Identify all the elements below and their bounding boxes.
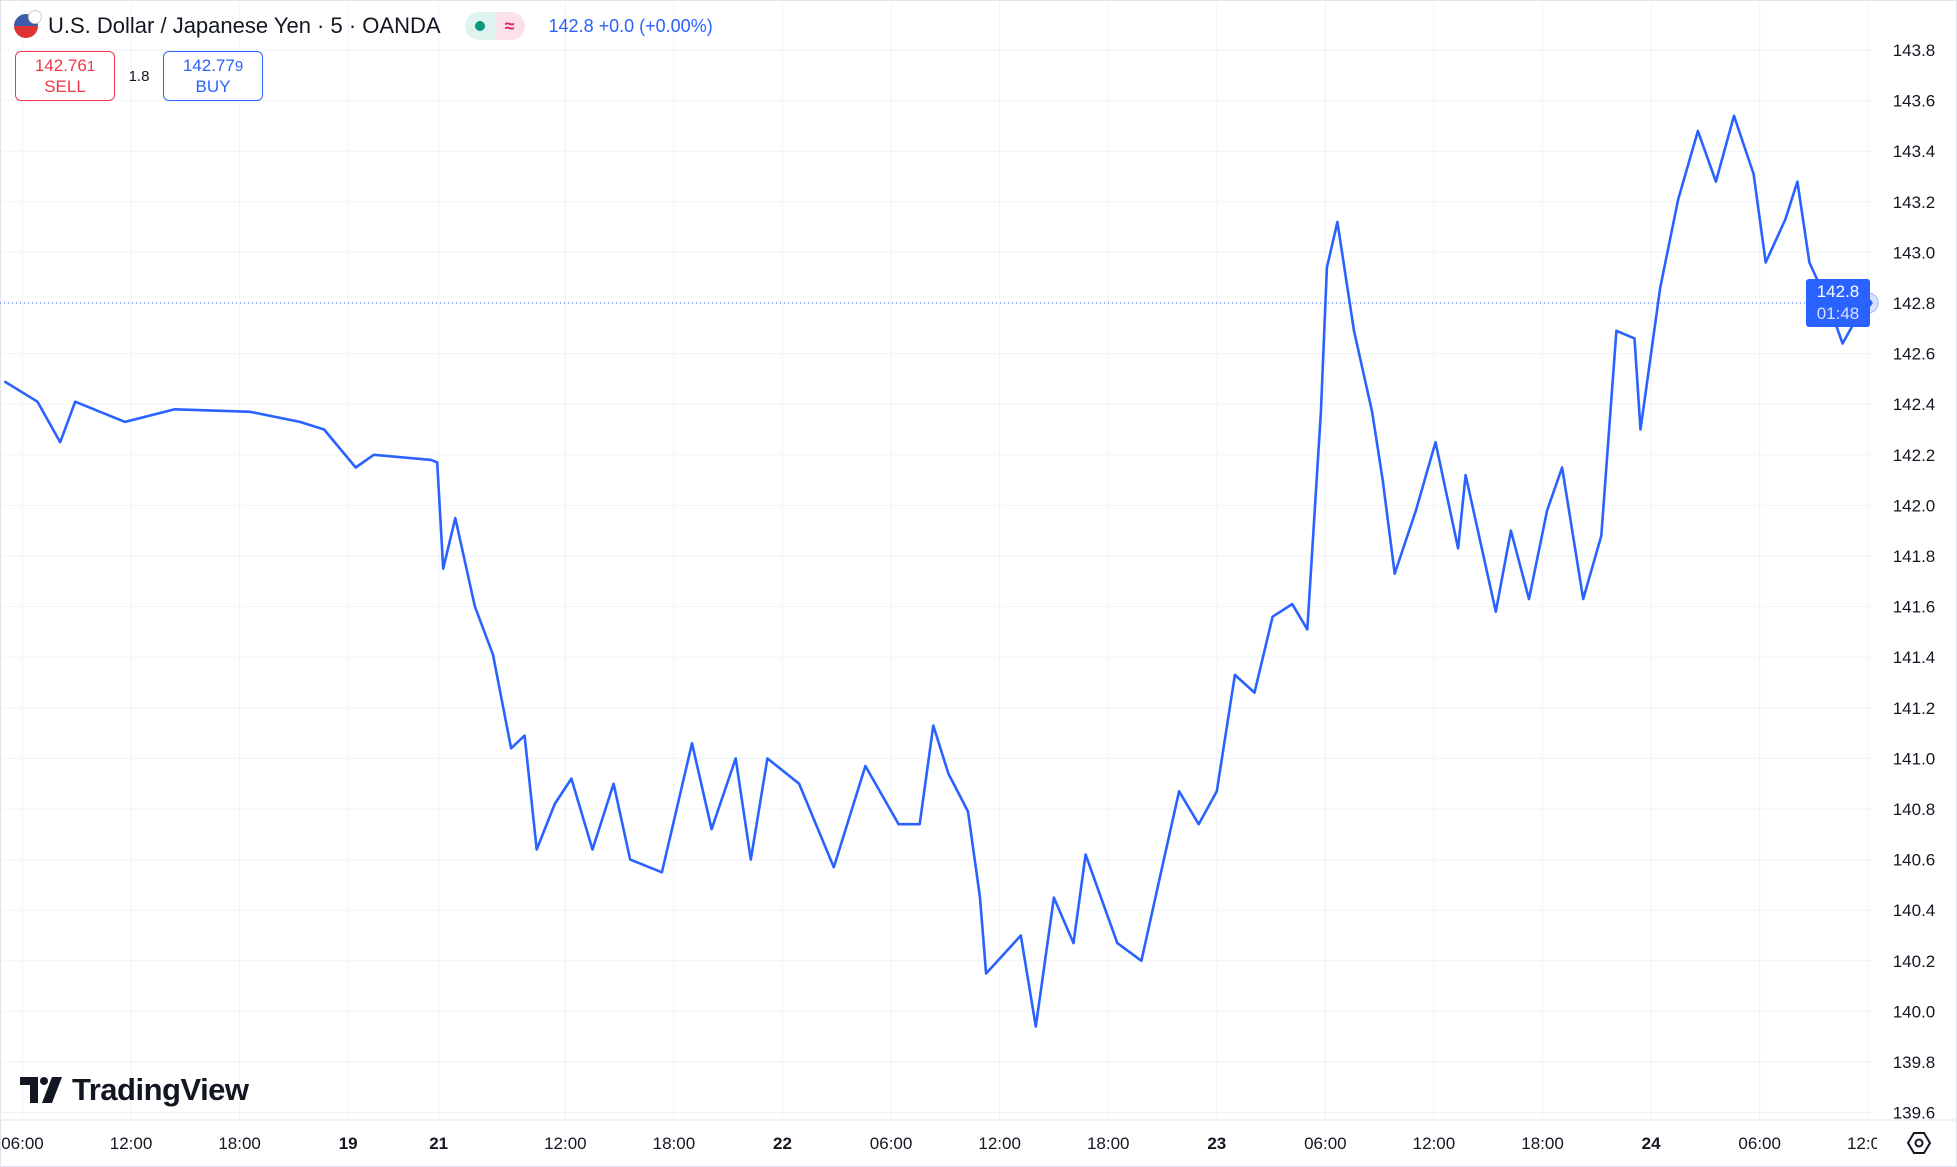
sell-button[interactable]: 142.761 SELL xyxy=(15,51,115,101)
y-tick-label: 142.6 xyxy=(1893,345,1936,364)
x-tick-group: 06:00 12:00 18:00 19 21 12:00 18:00 22 06:00 12:0… xyxy=(1,1134,1890,1153)
x-tick-label: 22 xyxy=(773,1134,792,1153)
buy-button[interactable]: 142.779 BUY xyxy=(163,51,263,101)
buy-label: BUY xyxy=(195,76,231,96)
tradingview-logo-text: TradingView xyxy=(72,1072,249,1107)
tradingview-logo-icon xyxy=(20,1077,62,1103)
x-tick-label: 24 xyxy=(1642,1134,1661,1153)
buy-price-main: 142.77 xyxy=(182,55,235,75)
quote-summary: 142.8 +0.0 (+0.00%) xyxy=(549,16,713,37)
y-tick-label: 142.4 xyxy=(1893,395,1936,414)
x-tick-label: 06:00 xyxy=(1304,1134,1347,1153)
y-tick-label: 140.4 xyxy=(1893,901,1936,920)
settings-gear-icon[interactable] xyxy=(1904,1128,1934,1158)
y-tick-label: 141.8 xyxy=(1893,547,1936,566)
x-tick-label: 19 xyxy=(339,1134,358,1153)
y-tick-label: 140.0 xyxy=(1893,1002,1936,1021)
y-tick-label: 141.4 xyxy=(1893,648,1936,667)
x-tick-label: 12:00 xyxy=(544,1134,587,1153)
x-tick-label: 18:00 xyxy=(1087,1134,1130,1153)
sell-price-main: 142.76 xyxy=(34,55,87,75)
sell-label: SELL xyxy=(44,76,86,96)
x-tick-label: 12:00 xyxy=(978,1134,1021,1153)
x-tick-label: 12:00 xyxy=(1847,1134,1890,1153)
last-price: 142.8 xyxy=(548,15,594,36)
y-tick-label: 143.2 xyxy=(1893,193,1936,212)
delayed-data-icon[interactable]: ≈ xyxy=(494,12,525,40)
market-open-dot-icon[interactable] xyxy=(464,12,495,40)
y-tick-label: 141.0 xyxy=(1893,749,1936,768)
y-tick-label: 139.6 xyxy=(1893,1104,1936,1123)
y-tick-label: 141.2 xyxy=(1893,699,1936,718)
y-tick-label: 139.8 xyxy=(1893,1053,1936,1072)
x-tick-label: 23 xyxy=(1207,1134,1226,1153)
price-series-line xyxy=(3,114,1864,1028)
x-tick-label: 06:00 xyxy=(1738,1134,1781,1153)
y-tick-label: 141.6 xyxy=(1893,598,1936,617)
symbol-header: U.S. Dollar / Japanese Yen · 5 · OANDA ≈… xyxy=(14,10,713,40)
y-tick-label: 143.6 xyxy=(1893,92,1936,111)
tradingview-logo[interactable]: TradingView xyxy=(20,1072,249,1108)
time-axis[interactable]: 06:00 12:00 18:00 19 21 12:00 18:00 22 06:00 12:0… xyxy=(1,1134,1889,1153)
x-tick-label: 18:00 xyxy=(1521,1134,1564,1153)
x-tick-label: 18:00 xyxy=(653,1134,696,1153)
price-axis[interactable]: 139.6 139.8 140.0 140.2 140.4 140.6 140.8 141.0… xyxy=(1893,41,1936,1123)
spread: 1.8 xyxy=(128,67,150,85)
buy-price: 142.779 xyxy=(183,56,243,77)
price-change-percent: (+0.00%) xyxy=(639,15,713,36)
last-price-value: 142.8 xyxy=(1816,282,1860,301)
bar-countdown: 01:48 xyxy=(1816,304,1860,323)
x-tick-label: 18:00 xyxy=(218,1134,261,1153)
sell-price: 142.761 xyxy=(35,56,95,77)
x-tick-label: 21 xyxy=(429,1134,448,1153)
usd-jpy-flag-icon xyxy=(14,10,42,38)
x-tick-label: 06:00 xyxy=(870,1134,913,1153)
x-tick-label: 12:00 xyxy=(1413,1134,1456,1153)
x-tick-label: 12:00 xyxy=(110,1134,153,1153)
last-price-label: 142.8 01:48 xyxy=(1806,279,1870,327)
price-change: +0.0 xyxy=(598,15,635,36)
x-tick-label: 06:00 xyxy=(1,1134,44,1153)
symbol-title[interactable]: U.S. Dollar / Japanese Yen · 5 · OANDA xyxy=(48,13,441,38)
buy-price-pip: 9 xyxy=(234,57,244,75)
grid xyxy=(0,0,1957,1121)
y-tick-label: 143.8 xyxy=(1893,41,1936,60)
sell-price-pip: 1 xyxy=(86,57,96,75)
y-tick-label: 143.0 xyxy=(1893,243,1936,262)
y-tick-label: 140.6 xyxy=(1893,851,1936,870)
y-tick-label: 140.8 xyxy=(1893,800,1936,819)
market-status[interactable]: ≈ xyxy=(464,12,525,40)
y-tick-label: 140.2 xyxy=(1893,952,1936,971)
y-tick-label: 142.2 xyxy=(1893,446,1936,465)
trade-panel: 142.761 SELL 1.8 142.779 BUY xyxy=(15,51,263,101)
y-tick-label: 143.4 xyxy=(1893,142,1936,161)
y-tick-label: 142.0 xyxy=(1893,496,1936,515)
y-tick-label: 142.8 xyxy=(1893,294,1936,313)
